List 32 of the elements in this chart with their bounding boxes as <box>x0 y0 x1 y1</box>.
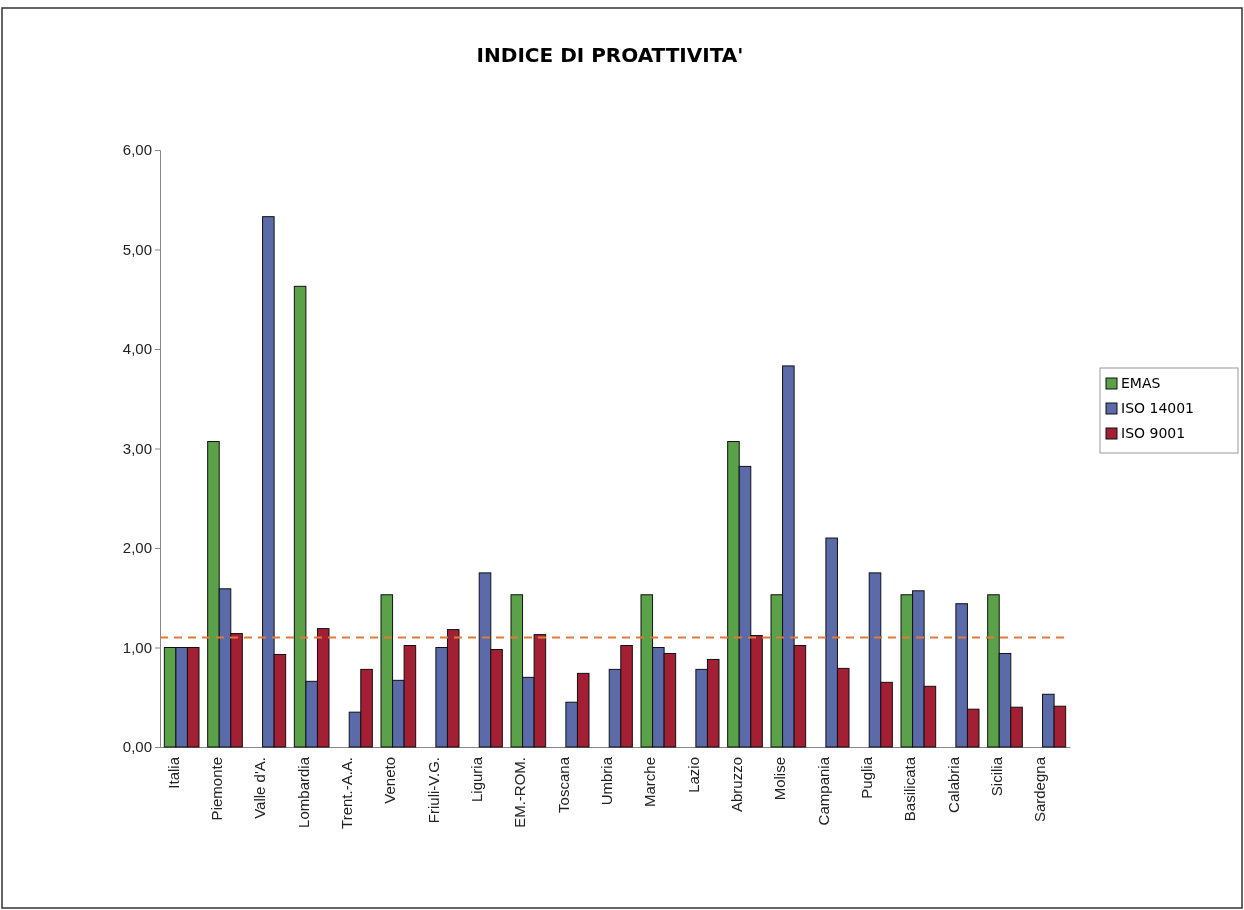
y-tick-label: 4,00 <box>122 340 152 358</box>
x-tick-label: Piemonte <box>208 757 225 821</box>
x-tick-label: Valle d'A. <box>251 757 269 819</box>
legend-label: ISO 14001 <box>1121 400 1195 416</box>
x-tick-label: Puglia <box>858 756 875 799</box>
x-tick-label: Veneto <box>381 757 399 804</box>
x-tick-label: Trent.-A.A. <box>338 757 355 829</box>
x-tick-label: Molise <box>771 757 789 801</box>
x-tick-label: Lombardia <box>294 756 312 828</box>
y-tick-label: 2,00 <box>122 539 152 557</box>
x-tick-label: Friuli-V.G. <box>424 757 442 824</box>
x-tick-label: EM.-ROM. <box>511 757 529 828</box>
legend-label: ISO 9001 <box>1121 425 1186 441</box>
y-tick-label: 6,00 <box>122 141 152 159</box>
legend-label: EMAS <box>1121 375 1161 391</box>
x-tick-label: Lazio <box>684 757 702 793</box>
x-tick-label: Calabria <box>944 756 962 813</box>
x-tick-label: Sicilia <box>988 756 1005 797</box>
y-tick-label: 3,00 <box>122 439 152 457</box>
x-tick-label: Abruzzo <box>728 757 745 813</box>
x-tick-label: Basilicata <box>901 756 919 822</box>
y-tick-label: 5,00 <box>122 240 152 258</box>
x-tick-label: Umbria <box>598 756 615 806</box>
x-tick-label: Italia <box>164 756 182 789</box>
y-tick-label: 0,00 <box>122 738 152 756</box>
x-tick-label: Campania <box>814 756 832 826</box>
x-tick-label: Sardegna <box>1031 756 1049 823</box>
x-tick-label: Marche <box>641 757 659 808</box>
y-tick-label: 1,00 <box>122 638 152 656</box>
x-tick-label: Liguria <box>468 756 485 803</box>
chart-title: INDICE DI PROATTIVITA' <box>476 43 744 67</box>
x-tick-label: Toscana <box>554 756 572 813</box>
